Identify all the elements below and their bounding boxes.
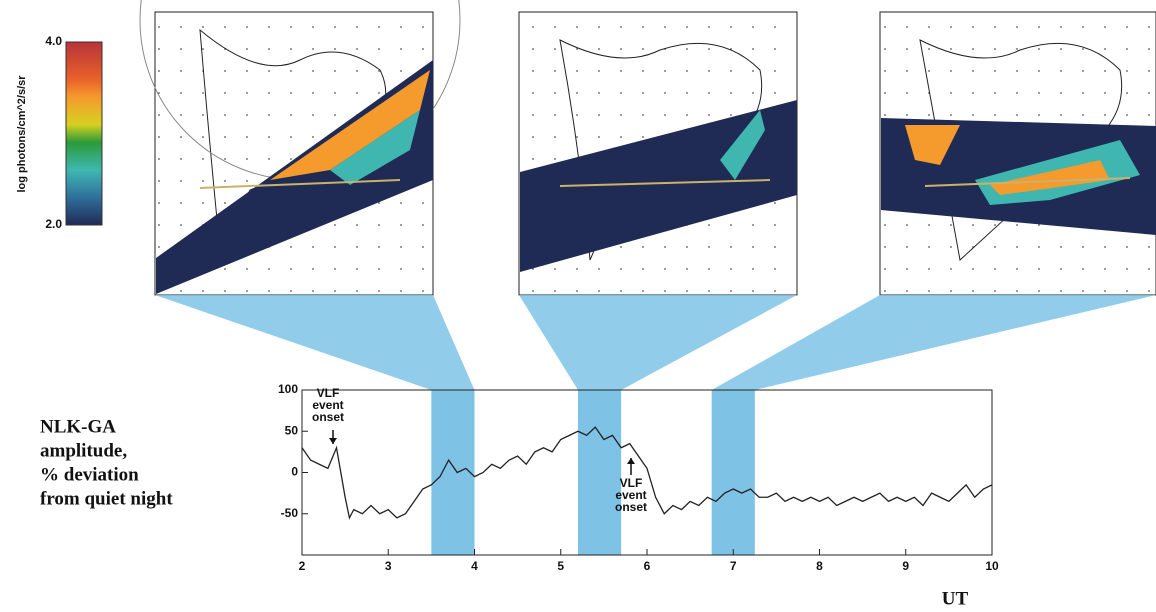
highlight-span <box>712 390 755 555</box>
y-axis-label: from quiet night <box>40 488 173 509</box>
colorbar-tick-label: 4.0 <box>45 34 62 48</box>
x-tick-label: 9 <box>902 559 909 573</box>
y-tick-label: 50 <box>285 423 299 437</box>
x-tick-label: 4 <box>471 559 478 573</box>
colorbar-label: log photons/cm^2/s/sr <box>16 75 28 193</box>
x-tick-label: 5 <box>557 559 564 573</box>
x-tick-label: 7 <box>730 559 737 573</box>
x-tick-label: 2 <box>299 559 306 573</box>
colorbar <box>66 42 102 225</box>
y-tick-label: 100 <box>278 382 298 396</box>
map <box>140 0 460 295</box>
figure: log photons/cm^2/s/sr UT 4.0 2.0 -50 0 50 100… <box>0 0 1156 612</box>
y-axis-label: % deviation <box>40 464 139 485</box>
highlight-span <box>578 390 621 555</box>
annotation: onset <box>312 410 344 424</box>
map <box>880 12 1156 295</box>
y-tick-label: -50 <box>281 506 299 520</box>
connector <box>155 295 475 390</box>
y-tick-label: 0 <box>291 465 298 479</box>
highlight-span <box>431 390 474 555</box>
arrow-head <box>329 438 337 444</box>
x-tick-label: 3 <box>385 559 392 573</box>
map <box>519 12 797 295</box>
arrow-head <box>627 458 635 464</box>
x-tick-label: 6 <box>644 559 651 573</box>
x-tick-label: 8 <box>816 559 823 573</box>
colorbar-tick-label: 2.0 <box>45 217 62 231</box>
annotation: onset <box>615 500 647 514</box>
map-panels <box>140 0 1156 295</box>
x-tick-label: 10 <box>985 559 999 573</box>
y-axis-label: amplitude, <box>40 440 127 461</box>
connector <box>712 295 1156 390</box>
x-axis-label: UT <box>942 588 969 609</box>
plot-frame <box>302 390 992 555</box>
y-axis-label: NLK-GA <box>40 416 116 437</box>
